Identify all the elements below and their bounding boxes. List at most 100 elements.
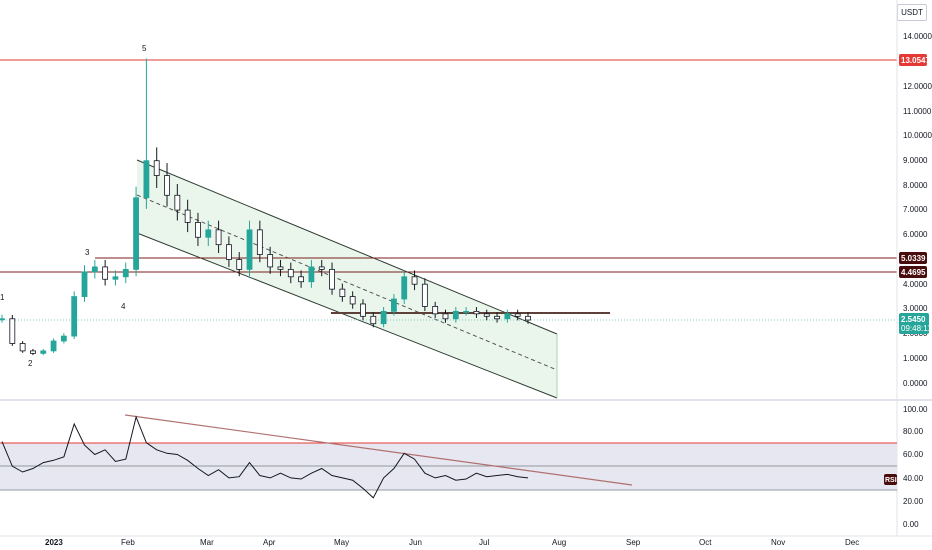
channel-lower-line: [136, 232, 558, 399]
rsi-tick-40: 40.00: [903, 474, 924, 483]
candle-body: [463, 310, 470, 313]
candle-body: [473, 310, 480, 315]
time-axis[interactable]: 2023 Feb Mar Apr May Jun Jul Aug Sep Oct…: [45, 538, 859, 547]
candle-body: [525, 315, 531, 321]
candle-body: [504, 313, 511, 320]
candle-body: [298, 276, 304, 283]
candle-body: [122, 268, 129, 278]
price-tick-10: 10.0000: [903, 131, 932, 140]
candle-body: [174, 194, 181, 211]
month-dec: Dec: [845, 538, 859, 547]
price-tick-0: 0.0000: [903, 379, 928, 388]
month-aug: Aug: [552, 538, 566, 547]
candle-body: [143, 160, 150, 199]
candle-body: [236, 259, 243, 270]
candle-body: [205, 229, 212, 238]
candle-body: [380, 310, 387, 325]
month-apr: Apr: [263, 538, 276, 547]
price-tick-11: 11.0000: [903, 107, 932, 116]
candle-body: [215, 229, 222, 246]
channel-mid-line: [136, 194, 558, 371]
candle-body: [277, 266, 284, 270]
price-badge-4-47: 4.4695: [899, 266, 927, 278]
channel-fill: [137, 160, 557, 398]
candle-body: [308, 266, 315, 283]
candle-body: [483, 313, 490, 317]
month-oct: Oct: [699, 538, 712, 547]
rsi-line: [1, 415, 529, 499]
candle-body: [60, 335, 67, 342]
price-tick-7: 7.0000: [903, 205, 928, 214]
candle-body: [421, 283, 428, 307]
month-feb: Feb: [121, 538, 135, 547]
candle-body: [71, 296, 78, 337]
rsi-tick-60: 60.00: [903, 450, 924, 459]
svg-text:4.4695: 4.4695: [901, 268, 926, 277]
candle-body: [370, 315, 377, 325]
rsi-axis[interactable]: 100.00 80.00 60.00 40.00 20.00 0.00: [903, 405, 928, 529]
price-tick-8: 8.0000: [903, 181, 928, 190]
wave-label-4: 4: [121, 302, 126, 311]
svg-text:13.0547: 13.0547: [901, 56, 930, 65]
svg-text:09:48:11: 09:48:11: [901, 324, 932, 333]
candle-body: [112, 276, 119, 280]
wave-label-2: 2: [28, 359, 33, 368]
svg-text:2.5450: 2.5450: [901, 315, 926, 324]
candle-body: [318, 266, 325, 270]
candle-body: [494, 315, 500, 320]
rsi-tick-80: 80.00: [903, 427, 924, 436]
candle-body: [30, 350, 36, 354]
svg-text:5.0339: 5.0339: [901, 254, 926, 263]
candle-body: [153, 160, 160, 176]
candle-body: [246, 229, 253, 270]
month-may: May: [334, 538, 349, 547]
price-tick-14: 14.0000: [903, 32, 932, 41]
candle-body: [102, 266, 109, 280]
candle-body: [133, 197, 139, 270]
candle-body: [360, 303, 366, 317]
price-badge-13: 13.0547: [899, 54, 930, 66]
price-tick-4: 4.0000: [903, 280, 928, 289]
rsi-tick-100: 100.00: [903, 405, 928, 414]
candle-body: [164, 175, 170, 196]
candle-body: [267, 254, 274, 268]
candle-body: [91, 266, 98, 273]
candle-body: [19, 343, 26, 352]
candle-body: [514, 313, 521, 317]
candle-body: [9, 318, 16, 344]
last-price-badge: 2.5450 09:48:11: [899, 313, 932, 334]
price-axis[interactable]: 14.0000 12.0000 11.0000 10.0000 9.0000 8…: [903, 32, 932, 388]
candle-body: [442, 313, 449, 320]
candle-body: [81, 271, 88, 297]
price-tick-3: 3.0000: [903, 304, 928, 313]
candle-body: [391, 298, 397, 312]
channel-upper-line: [136, 159, 558, 335]
month-2023: 2023: [45, 538, 63, 547]
wave-label-5: 5: [142, 44, 147, 53]
candle-body: [226, 244, 232, 260]
month-sep: Sep: [626, 538, 641, 547]
svg-text:RSI: RSI: [885, 477, 897, 484]
candle-body: [329, 268, 335, 290]
candle-body: [349, 296, 356, 305]
candle-body: [432, 306, 439, 315]
month-jun: Jun: [409, 538, 422, 547]
rsi-label-badge: RSI: [884, 474, 897, 485]
candle-body: [401, 276, 408, 300]
price-tick-9: 9.0000: [903, 156, 928, 165]
candle-body: [184, 209, 191, 223]
currency-selector[interactable]: USDT: [897, 4, 927, 21]
month-mar: Mar: [200, 538, 214, 547]
price-badge-5: 5.0339: [899, 252, 927, 264]
candle-body: [0, 318, 5, 321]
price-tick-12: 12.0000: [903, 82, 932, 91]
wave-label-3: 3: [85, 248, 90, 257]
rsi-tick-0: 0.00: [903, 520, 919, 529]
candle-body: [256, 229, 263, 255]
candles-group: [0, 58, 531, 356]
candle-body: [40, 350, 47, 354]
rsi-trendline: [124, 414, 633, 486]
month-jul: Jul: [479, 538, 489, 547]
candle-body: [339, 288, 346, 297]
